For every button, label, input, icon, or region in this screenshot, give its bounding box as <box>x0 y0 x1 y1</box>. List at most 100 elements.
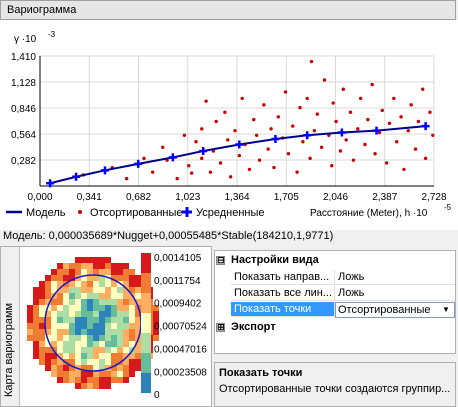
variogram-map-panel: Карта вариограмм 0,0014105 0,0011754 0,000… <box>0 246 212 407</box>
property-row-show-all-lines[interactable]: Показать все лин... Ложь <box>215 286 455 302</box>
map-cell <box>135 311 141 317</box>
map-cell <box>33 305 39 311</box>
map-cell <box>129 317 135 323</box>
map-cell <box>135 323 141 329</box>
map-cell <box>75 353 81 359</box>
map-cell <box>111 377 117 383</box>
map-cell <box>33 323 39 329</box>
map-cell <box>123 365 129 371</box>
map-cell <box>99 359 105 365</box>
map-cell <box>99 365 105 371</box>
map-cell <box>39 335 45 341</box>
map-cell <box>93 323 99 329</box>
map-cell <box>39 317 45 323</box>
map-cell <box>93 257 99 263</box>
map-cell <box>87 353 93 359</box>
sorted-point <box>257 158 262 162</box>
map-cell <box>111 287 117 293</box>
property-value[interactable]: Ложь <box>335 270 455 285</box>
map-cell <box>123 341 129 347</box>
map-cell <box>135 353 141 359</box>
map-cell <box>81 335 87 341</box>
sorted-point <box>402 167 406 172</box>
map-cell <box>87 383 93 389</box>
legend-averaged-swatch <box>182 207 192 217</box>
map-cell <box>75 293 81 299</box>
map-cell <box>135 341 141 347</box>
map-cell <box>99 257 105 263</box>
map-cell <box>123 299 129 305</box>
map-cell <box>75 341 81 347</box>
sorted-point <box>322 78 327 82</box>
map-cell <box>81 311 87 317</box>
sorted-point <box>269 127 273 131</box>
legend-color-band <box>141 273 151 293</box>
map-cell <box>153 305 159 311</box>
map-cell <box>99 377 105 383</box>
chevron-down-icon[interactable]: ▼ <box>442 305 450 314</box>
map-cell <box>93 281 99 287</box>
map-cell <box>93 383 99 389</box>
legend-value: 0,00047016 <box>154 344 207 355</box>
map-cell <box>33 329 39 335</box>
sorted-point <box>370 82 374 87</box>
map-cell <box>75 269 81 275</box>
averaged-point <box>337 128 346 137</box>
map-cell <box>75 257 81 263</box>
map-cell <box>87 329 93 335</box>
map-cell <box>123 353 129 359</box>
property-row-show-directions[interactable]: Показать направ... Ложь <box>215 270 455 286</box>
sorted-point <box>182 133 187 137</box>
property-value[interactable]: Ложь <box>335 286 455 301</box>
map-cell <box>117 365 123 371</box>
sorted-point <box>187 164 191 168</box>
map-cell <box>129 299 135 305</box>
collapse-icon[interactable]: ⊟ <box>216 255 225 265</box>
sorted-point <box>247 167 252 172</box>
sorted-point <box>305 96 309 101</box>
map-cell <box>135 281 141 287</box>
property-grid: ⊟ Настройки вида Показать направ... Ложь… <box>214 250 456 354</box>
map-cell <box>33 299 39 305</box>
map-cell <box>117 305 123 311</box>
map-cell <box>57 305 63 311</box>
map-cell <box>87 359 93 365</box>
x-tick-label: 0,682 <box>126 192 151 203</box>
averaged-point <box>100 166 109 175</box>
variogram-map-tab[interactable]: Карта вариограмм <box>1 247 20 406</box>
map-cell <box>45 299 51 305</box>
sorted-point <box>319 145 324 149</box>
map-cell <box>99 275 105 281</box>
map-cell <box>51 365 57 371</box>
map-cell <box>123 335 129 341</box>
map-cell <box>123 317 129 323</box>
variogram-chart: 0,282 0,564 0,846 1,128 1,410 0,000 0,341 0,682… <box>0 20 458 230</box>
map-cell <box>27 335 33 341</box>
map-cell <box>51 329 57 335</box>
show-points-dropdown[interactable]: Отсортированные ▼ <box>335 302 455 318</box>
description-text: Отсортированные точки создаются группир.… <box>219 383 451 395</box>
map-cell <box>99 287 105 293</box>
chart-background <box>0 20 458 230</box>
averaged-point <box>134 159 143 168</box>
map-cell <box>57 269 63 275</box>
property-name: Показать направ... <box>231 270 335 285</box>
map-cell <box>105 317 111 323</box>
map-cell <box>105 287 111 293</box>
category-export[interactable]: ⊞ Экспорт <box>215 320 455 336</box>
category-view-settings[interactable]: ⊟ Настройки вида <box>215 253 455 269</box>
map-cell <box>123 347 129 353</box>
map-cell <box>87 299 93 305</box>
expand-icon[interactable]: ⊞ <box>216 322 225 332</box>
map-cell <box>87 371 93 377</box>
map-cell <box>87 341 93 347</box>
map-cell <box>33 287 39 293</box>
map-cell <box>81 305 87 311</box>
map-cell <box>45 323 51 329</box>
legend-value: 0,0014105 <box>154 253 202 264</box>
property-row-show-points[interactable]: Показать точки Отсортированные ▼ <box>215 302 455 318</box>
map-cell <box>81 323 87 329</box>
x-tick-label: 1,023 <box>175 192 200 203</box>
map-cell <box>39 347 45 353</box>
map-cell <box>45 293 51 299</box>
